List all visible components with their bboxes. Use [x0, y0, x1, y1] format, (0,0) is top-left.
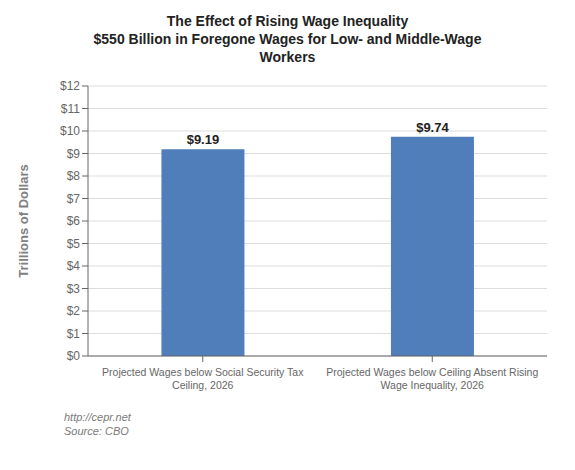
svg-text:$8: $8 — [67, 169, 81, 183]
svg-text:$6: $6 — [67, 214, 81, 228]
svg-text:$10: $10 — [60, 124, 80, 138]
svg-text:$0: $0 — [67, 349, 81, 363]
svg-text:$4: $4 — [67, 259, 81, 273]
svg-text:$3: $3 — [67, 282, 81, 296]
svg-text:$9: $9 — [67, 147, 81, 161]
svg-text:$9.74: $9.74 — [416, 120, 449, 135]
svg-text:$12: $12 — [60, 79, 80, 93]
html-text:The Effect of Rising Wage Ineq: The Effect of Rising Wage Inequality — [166, 13, 409, 29]
svg-text:$2: $2 — [67, 304, 81, 318]
svg-text:$5: $5 — [67, 237, 81, 251]
html-text:Workers: Workers — [259, 49, 316, 65]
svg-text:$11: $11 — [61, 102, 80, 116]
svg-text:$7: $7 — [67, 192, 81, 206]
svg-text:Trillions of Dollars: Trillions of Dollars — [16, 164, 31, 277]
svg-text:$1: $1 — [67, 327, 81, 341]
html-text:$550 Billion in Foregone Wages: $550 Billion in Foregone Wages for Low- … — [93, 31, 482, 47]
svg-text:Projected Wages below Ceiling: Projected Wages below Ceiling Absent Ris… — [326, 366, 538, 391]
html-text:Source: CBO: Source: CBO — [64, 425, 129, 437]
svg-text:Projected Wages below Social S: Projected Wages below Social Security Ta… — [102, 366, 304, 391]
html-text:http://cepr.net: http://cepr.net — [64, 411, 131, 423]
svg-text:$9.19: $9.19 — [187, 132, 220, 147]
